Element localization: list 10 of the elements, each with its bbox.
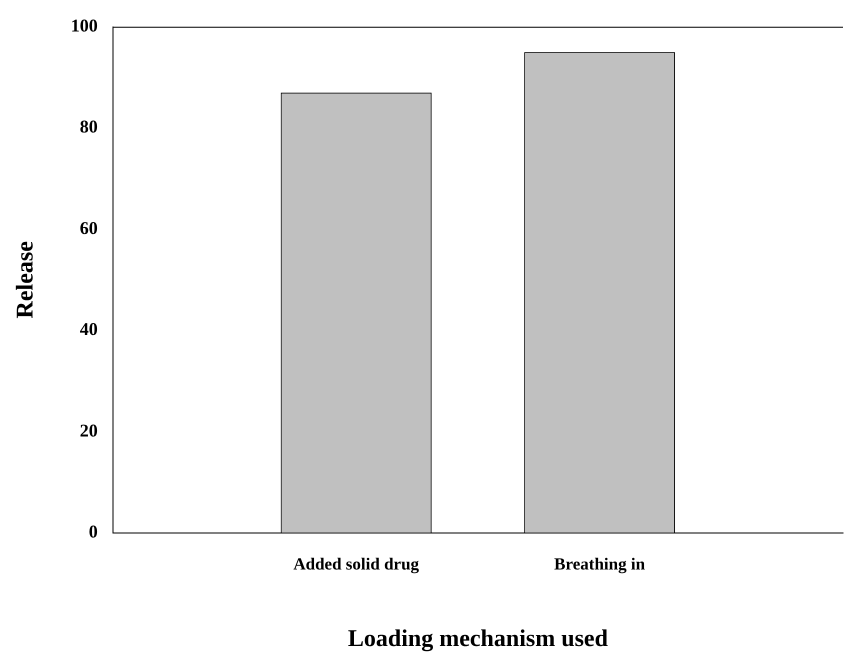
x-tick-label: Breathing in <box>554 554 646 574</box>
y-tick-label: 60 <box>80 218 98 238</box>
y-tick-label: 100 <box>70 15 98 36</box>
y-tick-label: 0 <box>88 521 98 542</box>
x-tick-label: Added solid drug <box>293 554 420 574</box>
y-tick-label: 20 <box>80 420 98 440</box>
y-tick-label: 80 <box>80 116 98 137</box>
y-tick-label: 40 <box>80 319 98 340</box>
y-axis-title: Release <box>12 240 39 318</box>
x-axis-title: Loading mechanism used <box>348 626 609 652</box>
